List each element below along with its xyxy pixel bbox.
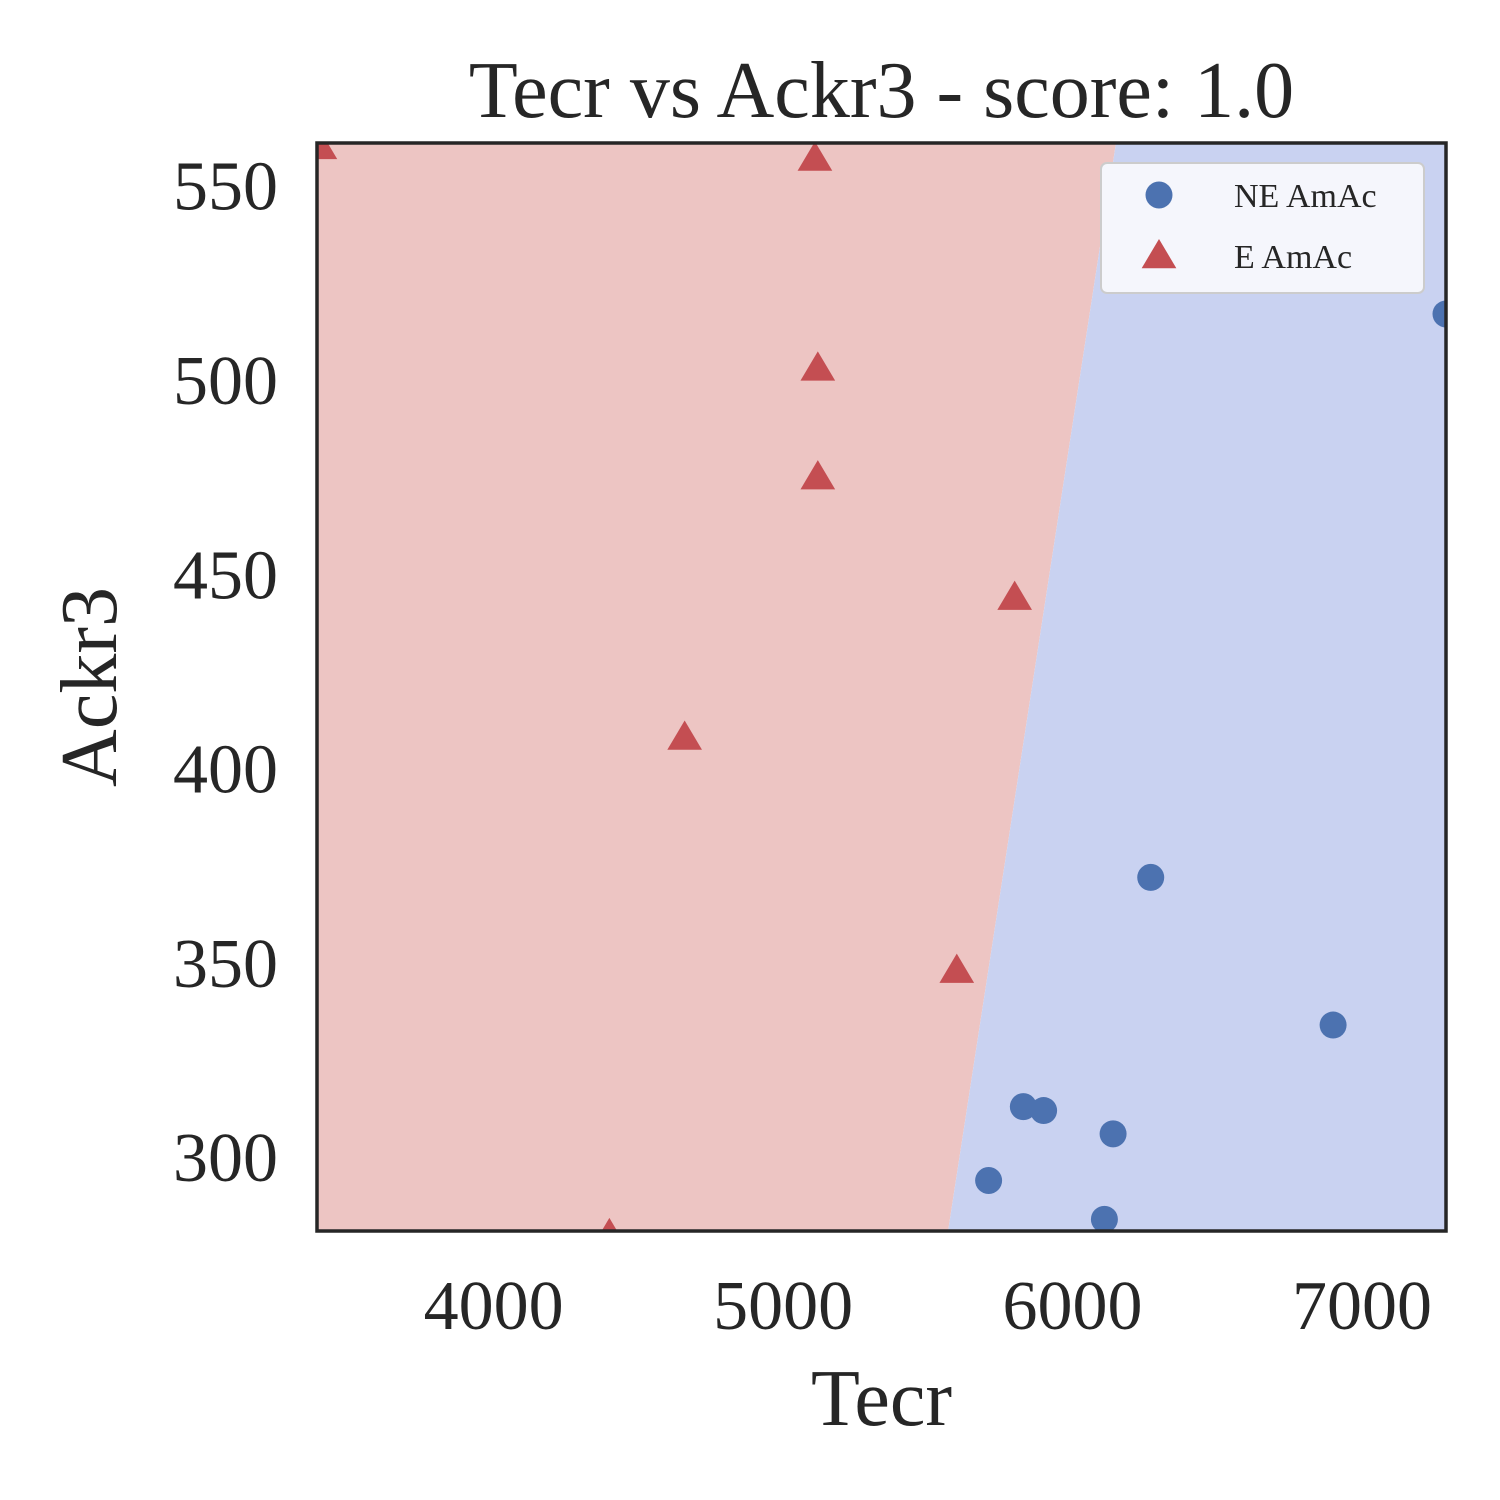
y-tick-label: 500 [173, 343, 278, 420]
ne-amac-point-2 [1319, 1011, 1347, 1039]
legend-circle-icon [1145, 181, 1173, 209]
y-tick-label: 300 [173, 1120, 278, 1197]
legend-box [1100, 162, 1425, 294]
e-amac-point-1 [797, 143, 833, 171]
data-points [317, 143, 1446, 1231]
y-axis-label: Ackr3 [46, 587, 134, 787]
ne-amac-point-4 [1030, 1097, 1058, 1125]
e-amac-point-5 [667, 720, 702, 750]
y-tick-label: 400 [173, 732, 278, 809]
ne-amac-point-7 [1090, 1205, 1118, 1231]
x-axis-ticks: 4000 5000 6000 7000 [424, 1268, 1432, 1345]
ne-amac-point-1 [1137, 863, 1165, 891]
ne-amac-point-6 [975, 1166, 1003, 1194]
plot-area [317, 143, 1446, 1231]
e-amac-point-2 [800, 351, 836, 381]
legend-label: E AmAc [1234, 239, 1352, 276]
ne-amac-point-3 [1009, 1093, 1037, 1121]
plot-frame [315, 141, 1448, 1233]
decision-region-ne-amac [948, 143, 1446, 1231]
e-amac-point-7 [601, 1217, 618, 1231]
decision-region-e-amac [317, 143, 1116, 1231]
legend-triangle-icon [1141, 239, 1177, 269]
y-axis-ticks: 300 350 400 450 500 550 [173, 149, 278, 1197]
e-amac-point-4 [997, 580, 1033, 610]
e-amac-point-6 [939, 953, 975, 983]
ne-amac-point-0 [1432, 300, 1446, 328]
x-axis-label: Tecr [811, 1355, 952, 1443]
e-amac-point-3 [800, 460, 836, 490]
y-tick-label: 350 [173, 926, 278, 1003]
x-tick-label: 4000 [424, 1268, 564, 1345]
ne-amac-point-5 [1099, 1120, 1127, 1148]
chart-title: Tecr vs Ackr3 - score: 1.0 [469, 47, 1294, 135]
y-tick-label: 550 [173, 149, 278, 226]
x-tick-label: 6000 [1003, 1268, 1143, 1345]
y-tick-label: 450 [173, 537, 278, 614]
legend-label: NE AmAc [1234, 178, 1377, 215]
e-amac-point-0 [317, 143, 338, 160]
legend: NE AmAc E AmAc [1100, 162, 1425, 294]
legend-item: NE AmAc [1145, 178, 1377, 215]
x-tick-label: 7000 [1292, 1268, 1432, 1345]
x-tick-label: 5000 [713, 1268, 853, 1345]
legend-item: E AmAc [1141, 239, 1352, 276]
